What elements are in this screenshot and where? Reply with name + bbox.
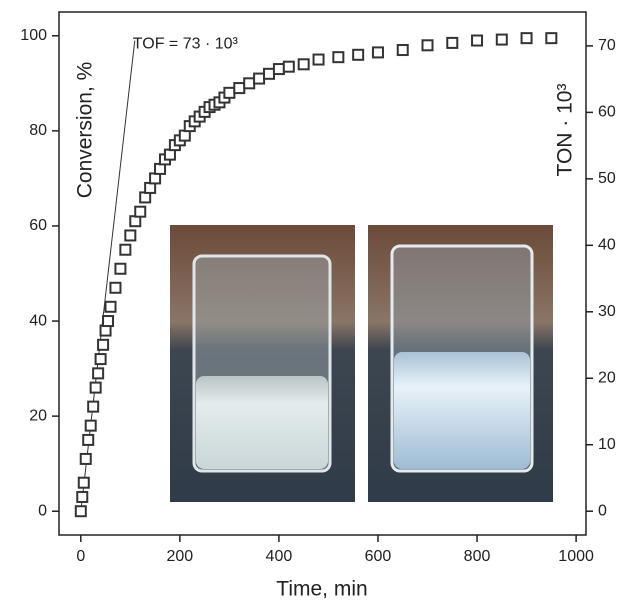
data-point	[149, 172, 162, 185]
y2-tick-label: 50	[598, 170, 616, 187]
data-point	[139, 191, 152, 204]
photo-converted	[368, 225, 553, 502]
y-tick-label: 80	[29, 122, 47, 139]
data-point	[312, 53, 325, 66]
data-point	[371, 46, 384, 59]
data-point	[272, 63, 285, 76]
data-point	[124, 229, 137, 242]
data-point	[77, 476, 90, 489]
tof-line	[80, 40, 136, 512]
data-point	[421, 39, 434, 52]
x-tick-label: 200	[167, 548, 194, 565]
data-point	[104, 300, 117, 313]
data-point	[282, 60, 295, 73]
photo-initial	[170, 225, 355, 502]
data-point	[82, 433, 95, 446]
tof-label: TOF = 73 · 10³	[133, 36, 239, 53]
data-point	[79, 452, 92, 465]
plot-frame	[58, 11, 587, 536]
data-point	[97, 338, 110, 351]
data-point	[233, 82, 246, 95]
x-tick-label: 400	[266, 548, 293, 565]
y-tick-label: 20	[29, 407, 47, 424]
data-point	[109, 281, 122, 294]
data-point	[134, 205, 147, 218]
data-point	[99, 324, 112, 337]
y-tick-label: 0	[38, 502, 47, 519]
data-point	[471, 34, 484, 47]
data-point	[114, 262, 127, 275]
data-point	[102, 315, 115, 328]
x-axis-title: Time, min	[276, 578, 367, 601]
y2-tick-label: 40	[598, 237, 616, 254]
x-tick-label: 800	[464, 548, 491, 565]
data-point	[253, 72, 266, 85]
y2-tick-label: 30	[598, 303, 616, 320]
data-point	[263, 67, 276, 80]
x-tick-label: 0	[76, 548, 85, 565]
data-point	[243, 77, 256, 90]
data-point	[223, 86, 236, 99]
data-point	[163, 148, 176, 161]
y-tick-label: 60	[29, 217, 47, 234]
y2-tick-label: 20	[598, 369, 616, 386]
data-point	[495, 33, 508, 46]
y2-tick-label: 10	[598, 436, 616, 453]
data-point	[154, 162, 167, 175]
data-point	[92, 367, 105, 380]
data-point	[352, 48, 365, 61]
y-axis-title: Conversion, %	[74, 62, 97, 199]
data-point	[144, 181, 157, 194]
data-point	[87, 400, 100, 413]
data-point	[178, 129, 191, 142]
data-point	[396, 44, 409, 57]
data-point	[129, 215, 142, 228]
y2-tick-label: 0	[598, 502, 607, 519]
data-point	[119, 243, 132, 256]
data-point	[74, 505, 87, 518]
y2-tick-label: 60	[598, 104, 616, 121]
y2-tick-label: 70	[598, 37, 616, 54]
x-tick-label: 1000	[558, 548, 594, 565]
data-point	[89, 381, 102, 394]
y2-axis-title: TON · 10³	[554, 84, 577, 177]
data-point	[84, 419, 97, 432]
data-point	[297, 58, 310, 71]
data-point	[94, 353, 107, 366]
data-point	[446, 36, 459, 49]
data-point	[520, 32, 533, 45]
data-point	[545, 32, 558, 45]
data-point	[76, 490, 89, 503]
y-tick-label: 40	[29, 312, 47, 329]
x-tick-label: 600	[365, 548, 392, 565]
data-point	[332, 51, 345, 64]
y-tick-label: 100	[20, 27, 47, 44]
